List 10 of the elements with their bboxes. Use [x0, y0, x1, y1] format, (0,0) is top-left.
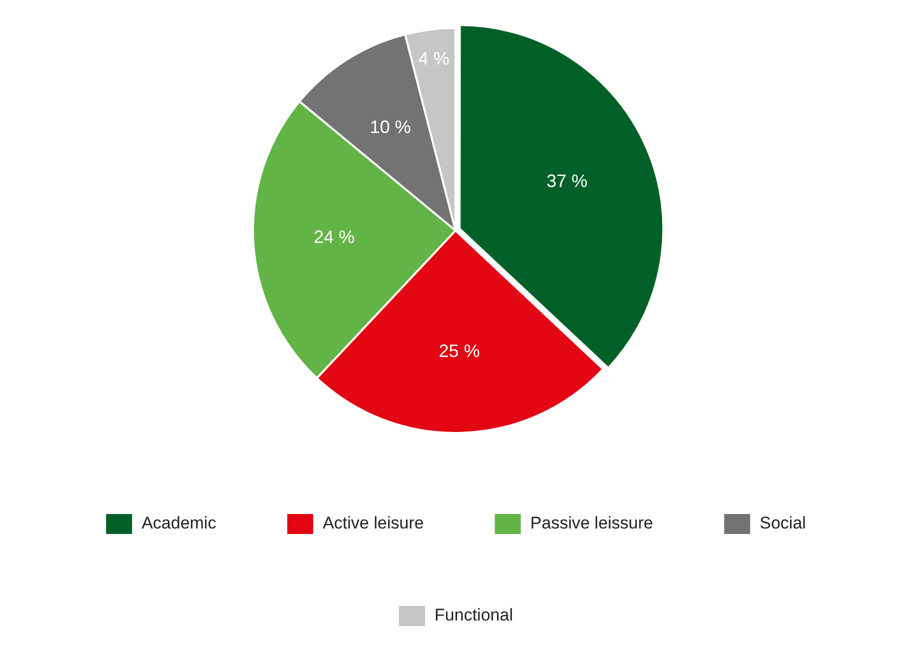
legend-label: Active leisure — [322, 514, 424, 533]
data-label: 24 % — [314, 227, 355, 248]
data-label: 10 % — [370, 116, 411, 137]
legend-label: Academic — [142, 514, 217, 533]
legend-label: Passive leissure — [530, 514, 654, 533]
data-label: 25 % — [438, 340, 480, 361]
data-label: 37 % — [546, 171, 588, 192]
legend-label: Functional — [434, 606, 513, 625]
data-label: 4 % — [418, 48, 450, 69]
legend-label: Social — [760, 514, 806, 533]
